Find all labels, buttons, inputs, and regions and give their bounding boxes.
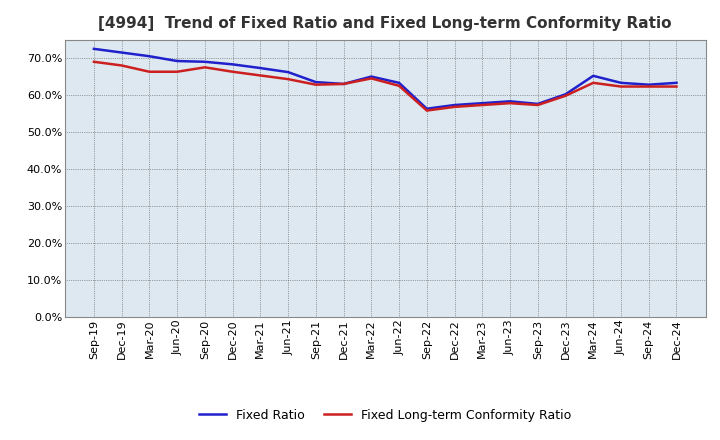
Fixed Ratio [117,50,126,55]
Fixed Ratio [423,106,431,111]
Fixed Long-term Conformity Ratio [505,100,514,106]
Fixed Long-term Conformity Ratio [228,69,237,74]
Line: Fixed Ratio: Fixed Ratio [94,49,677,109]
Fixed Long-term Conformity Ratio [616,84,625,89]
Fixed Ratio [145,54,154,59]
Fixed Long-term Conformity Ratio [339,81,348,87]
Fixed Ratio [395,80,403,85]
Fixed Ratio [312,80,320,85]
Fixed Long-term Conformity Ratio [450,104,459,110]
Fixed Ratio [256,66,265,71]
Fixed Ratio [450,103,459,108]
Fixed Ratio [339,81,348,87]
Fixed Long-term Conformity Ratio [478,103,487,108]
Title: [4994]  Trend of Fixed Ratio and Fixed Long-term Conformity Ratio: [4994] Trend of Fixed Ratio and Fixed Lo… [99,16,672,32]
Line: Fixed Long-term Conformity Ratio: Fixed Long-term Conformity Ratio [94,62,677,110]
Fixed Long-term Conformity Ratio [89,59,98,64]
Fixed Long-term Conformity Ratio [312,82,320,87]
Fixed Long-term Conformity Ratio [534,103,542,108]
Fixed Ratio [561,92,570,97]
Fixed Long-term Conformity Ratio [672,84,681,89]
Fixed Long-term Conformity Ratio [284,77,292,82]
Fixed Long-term Conformity Ratio [173,69,181,74]
Fixed Ratio [89,46,98,51]
Fixed Long-term Conformity Ratio [117,63,126,68]
Fixed Long-term Conformity Ratio [201,65,210,70]
Fixed Ratio [589,73,598,78]
Fixed Long-term Conformity Ratio [367,76,376,81]
Fixed Ratio [534,101,542,106]
Fixed Long-term Conformity Ratio [423,108,431,113]
Fixed Ratio [228,62,237,67]
Fixed Ratio [478,100,487,106]
Fixed Ratio [367,74,376,79]
Fixed Ratio [644,82,653,87]
Fixed Ratio [284,70,292,75]
Fixed Long-term Conformity Ratio [561,93,570,99]
Fixed Long-term Conformity Ratio [395,83,403,88]
Fixed Ratio [505,99,514,104]
Fixed Ratio [672,80,681,85]
Fixed Ratio [173,59,181,64]
Fixed Long-term Conformity Ratio [644,84,653,89]
Fixed Long-term Conformity Ratio [256,73,265,78]
Fixed Long-term Conformity Ratio [145,69,154,74]
Fixed Long-term Conformity Ratio [589,80,598,85]
Fixed Ratio [616,80,625,85]
Fixed Ratio [201,59,210,64]
Legend: Fixed Ratio, Fixed Long-term Conformity Ratio: Fixed Ratio, Fixed Long-term Conformity … [194,404,577,427]
